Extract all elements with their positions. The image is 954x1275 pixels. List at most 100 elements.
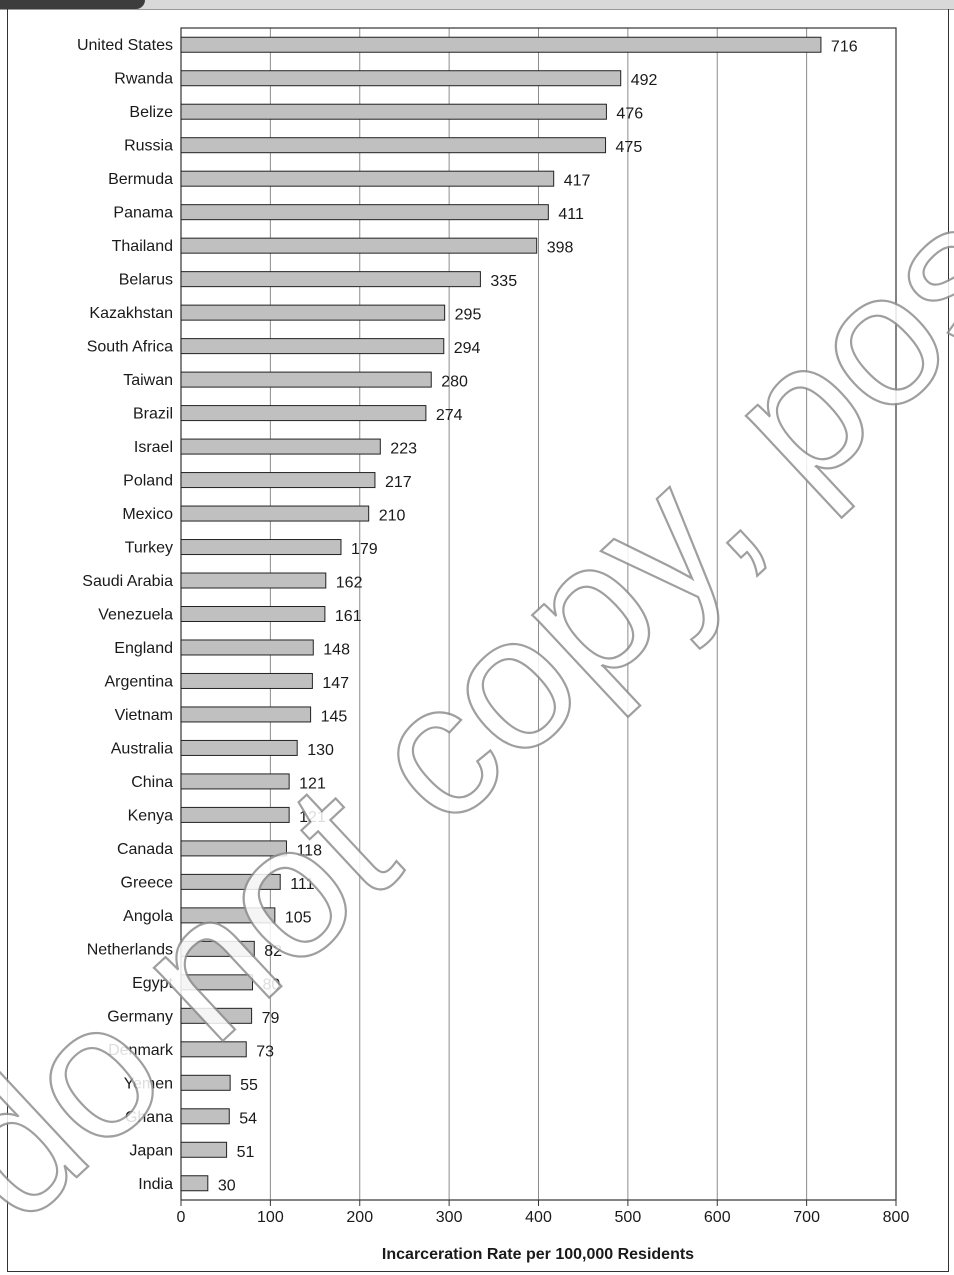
value-label: 121: [299, 809, 326, 826]
value-label: 161: [335, 608, 362, 625]
bar: [180, 672, 313, 689]
bar: [180, 1175, 209, 1192]
category-label: Brazil: [133, 406, 173, 423]
category-label: Greece: [121, 874, 174, 891]
bar: [180, 505, 370, 522]
category-label: Israel: [134, 439, 173, 456]
value-label: 417: [564, 173, 591, 190]
value-label: 335: [490, 273, 517, 290]
value-label: 476: [616, 106, 643, 123]
category-label: South Africa: [87, 339, 173, 356]
category-label: Yemen: [124, 1075, 173, 1092]
value-label: 121: [299, 775, 326, 792]
bar: [180, 103, 607, 120]
bar: [180, 639, 314, 656]
bar: [180, 304, 446, 321]
category-label: Poland: [123, 473, 173, 490]
bar: [180, 1041, 247, 1058]
value-label: 111: [290, 876, 314, 893]
category-label: Angola: [123, 908, 173, 925]
category-label: Taiwan: [123, 372, 173, 389]
category-label: Rwanda: [114, 71, 173, 88]
bar: [180, 371, 432, 388]
category-label: Saudi Arabia: [82, 573, 173, 590]
bar: [180, 739, 298, 756]
value-label: 105: [285, 909, 312, 926]
value-label: 147: [322, 675, 349, 692]
category-label: United States: [77, 37, 173, 54]
value-label: 411: [558, 206, 584, 223]
bar: [180, 36, 822, 53]
category-label: Kenya: [128, 807, 173, 824]
bar: [180, 438, 381, 455]
value-label: 210: [379, 508, 406, 525]
bar: [180, 940, 255, 957]
x-tick-label: 800: [883, 1209, 910, 1226]
value-label: 51: [237, 1144, 255, 1161]
value-label: 179: [351, 541, 378, 558]
category-label: Denmark: [108, 1042, 174, 1059]
category-label: Germany: [107, 1008, 173, 1025]
value-label: 398: [547, 240, 574, 257]
category-label: Turkey: [125, 540, 173, 557]
bar: [180, 237, 538, 254]
bar: [180, 840, 287, 857]
value-label: 274: [436, 407, 463, 424]
category-label: India: [138, 1176, 173, 1193]
category-label: Egypt: [132, 975, 173, 992]
top-tab: [0, 0, 145, 9]
value-label: 79: [262, 1010, 280, 1027]
page-frame: [7, 9, 949, 1272]
bar: [180, 539, 342, 556]
bar: [180, 271, 481, 288]
bar: [180, 1074, 231, 1091]
value-label: 73: [256, 1043, 274, 1060]
bar: [180, 606, 326, 622]
x-tick-label: 500: [615, 1209, 642, 1226]
x-tick-label: 700: [793, 1209, 820, 1226]
value-label: 492: [631, 72, 658, 89]
category-label: Bermuda: [108, 171, 173, 188]
x-tick-label: 0: [177, 1209, 186, 1226]
bar: [180, 472, 376, 489]
category-label: Vietnam: [115, 707, 173, 724]
x-tick-label: 300: [436, 1209, 463, 1226]
category-label: Canada: [117, 841, 173, 858]
category-label: Mexico: [122, 506, 173, 523]
value-label: 80: [263, 976, 281, 993]
x-tick-label: 600: [704, 1209, 731, 1226]
x-axis-title: Incarceration Rate per 100,000 Residents: [382, 1246, 694, 1263]
value-label: 55: [240, 1077, 258, 1094]
value-label: 162: [336, 575, 363, 592]
bar: [180, 405, 427, 422]
value-label: 716: [831, 39, 858, 56]
category-label: Panama: [113, 205, 173, 222]
value-label: 30: [218, 1177, 236, 1194]
category-label: Australia: [111, 740, 173, 757]
bar: [180, 1007, 253, 1024]
category-label: Venezuela: [98, 607, 173, 624]
value-label: 54: [239, 1110, 257, 1127]
value-label: 148: [323, 641, 350, 658]
bar: [180, 806, 290, 823]
value-label: 145: [321, 708, 348, 725]
bar: [180, 974, 253, 991]
category-label: China: [131, 774, 173, 791]
value-label: 82: [264, 943, 282, 960]
category-label: Japan: [129, 1142, 173, 1159]
category-label: Russia: [124, 138, 173, 155]
bar: [180, 873, 281, 890]
bar: [180, 907, 276, 924]
category-label: Belarus: [119, 272, 173, 289]
x-tick-label: 200: [346, 1209, 373, 1226]
bar: [180, 1108, 230, 1125]
bar: [180, 1141, 228, 1158]
value-label: 118: [296, 842, 322, 859]
category-label: Netherlands: [87, 941, 173, 958]
category-label: Belize: [129, 104, 173, 121]
value-label: 295: [455, 307, 482, 324]
bar: [180, 572, 327, 589]
bar: [180, 773, 290, 790]
bar: [180, 137, 607, 154]
